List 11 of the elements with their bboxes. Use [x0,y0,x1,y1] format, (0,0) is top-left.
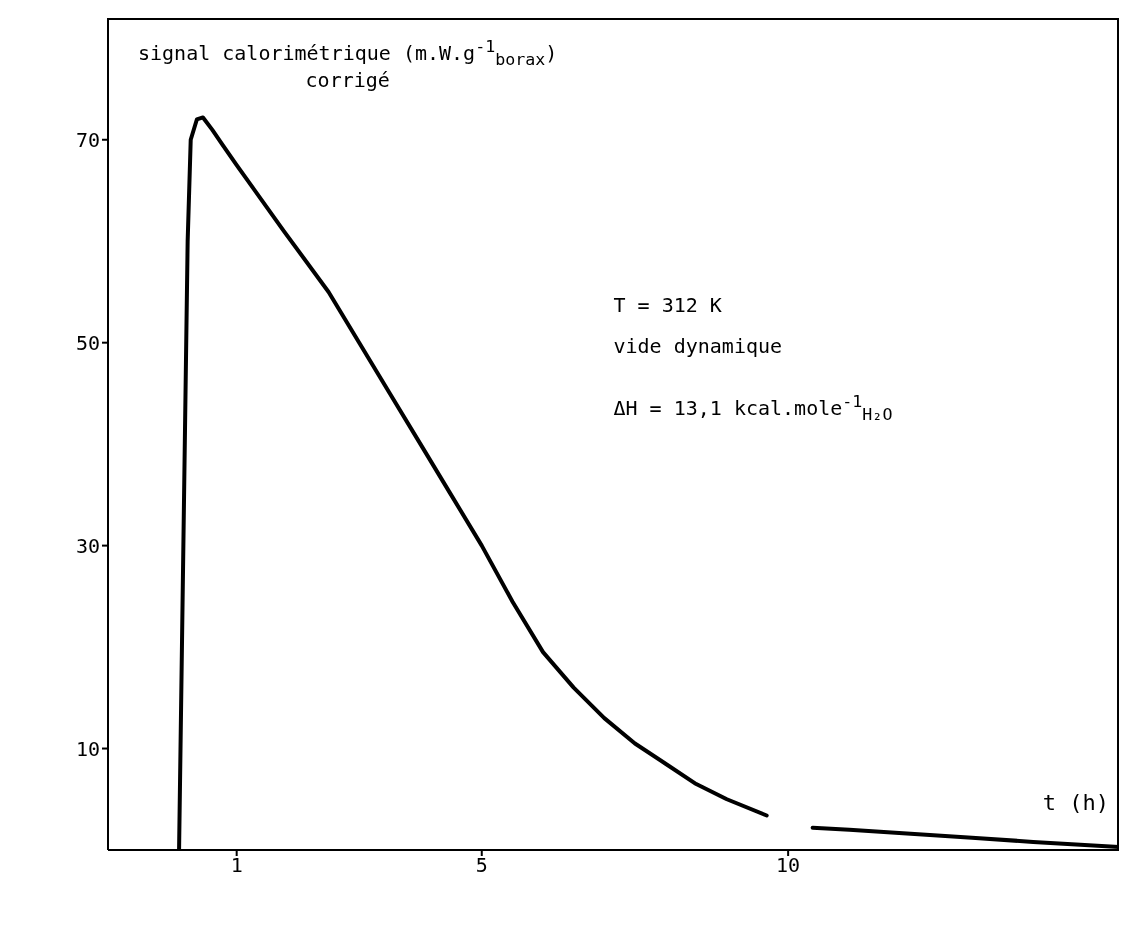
x-tick-label: 5 [475,853,488,878]
y-tick-label: 50 [75,330,100,355]
annotation: T = 312 K [613,292,722,317]
x-axis-title: t (h) [1042,790,1109,815]
y-tick-label: 30 [75,533,100,558]
y-tick-label: 70 [75,127,100,152]
x-tick-label: 10 [776,853,801,878]
x-tick-label: 1 [230,853,243,878]
y-tick-label: 10 [75,736,100,761]
annotation: vide dynamique [613,334,783,359]
text: signal calorimétrique (m.W.g$^{-1}$$_{borax}$) corrigé [138,37,558,92]
